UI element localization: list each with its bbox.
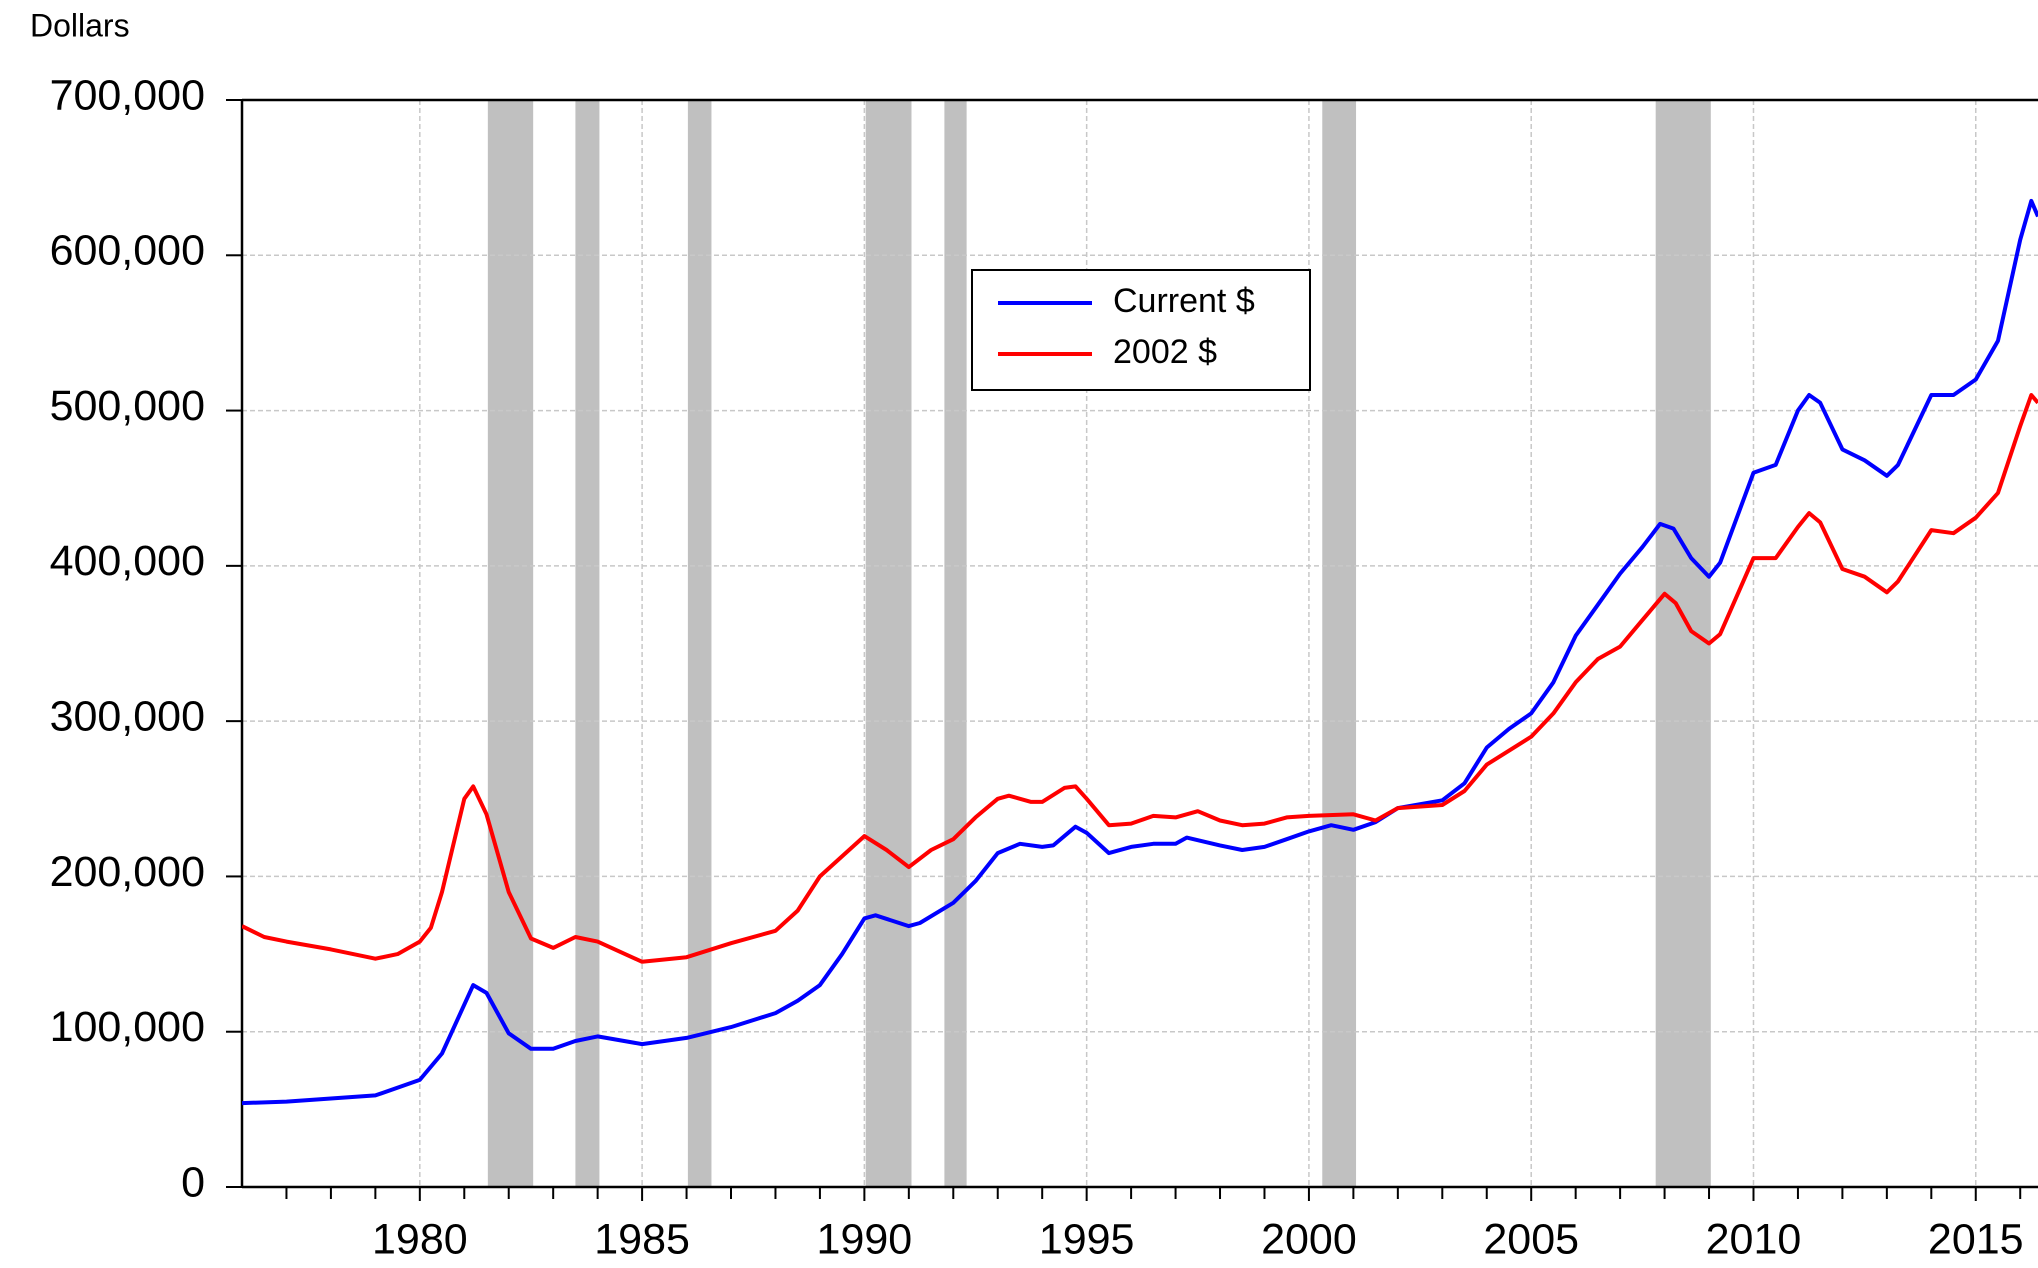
y-tick-label: 300,000	[50, 693, 205, 741]
x-tick-label: 1990	[817, 1215, 913, 1263]
data-line	[242, 198, 2038, 1106]
legend-box	[971, 269, 1311, 391]
recession-shade	[1322, 100, 1357, 1187]
recession-shade	[1655, 100, 1711, 1187]
recession-shade	[944, 100, 967, 1187]
y-tick-label: 700,000	[50, 71, 205, 119]
data-line	[242, 393, 2038, 964]
recession-shade	[687, 100, 712, 1187]
x-tick-label: 2000	[1261, 1215, 1357, 1263]
y-tick-label: 100,000	[50, 1003, 205, 1051]
x-tick-label: 1995	[1039, 1215, 1135, 1263]
legend-label: Current $	[1113, 282, 1255, 320]
y-tick-label: 200,000	[50, 848, 205, 896]
recession-shade	[575, 100, 600, 1187]
x-tick-label: 2010	[1706, 1215, 1802, 1263]
y-axis-label: Dollars	[30, 7, 130, 43]
x-tick-label: 2005	[1483, 1215, 1579, 1263]
x-tick-label: 1985	[594, 1215, 690, 1263]
y-tick-label: 600,000	[50, 227, 205, 275]
y-tick-label: 400,000	[50, 537, 205, 585]
recession-shade	[487, 100, 534, 1187]
recession-shade	[865, 100, 912, 1187]
y-tick-label: 500,000	[50, 382, 205, 430]
legend-label: 2002 $	[1113, 333, 1217, 371]
x-tick-label: 2015	[1928, 1215, 2024, 1263]
y-tick-label: 0	[181, 1158, 205, 1206]
x-tick-label: 1980	[372, 1215, 468, 1263]
